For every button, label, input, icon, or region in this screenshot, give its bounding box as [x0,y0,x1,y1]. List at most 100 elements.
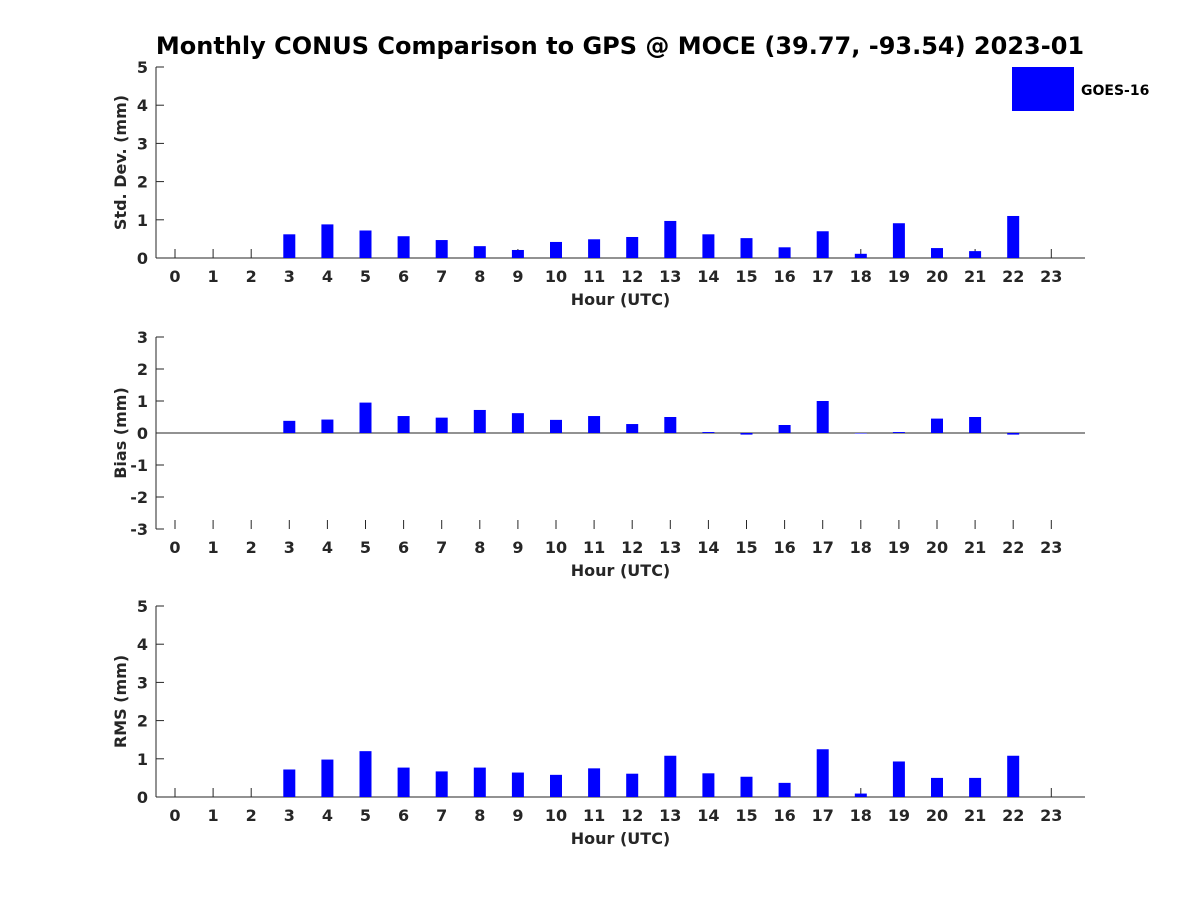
bar [550,774,562,797]
bar [854,793,867,797]
bar [588,239,601,258]
bar [854,433,867,434]
x-tick-label: 1 [208,538,219,557]
x-tick-label: 16 [773,538,795,557]
x-tick-label: 3 [284,806,295,825]
y-tick-label: 2 [137,173,148,192]
bar [892,432,905,433]
bar [664,417,677,433]
y-tick-label: -3 [130,520,148,539]
x-tick-label: 1 [208,806,219,825]
x-tick-label: 4 [322,806,333,825]
bar [283,420,296,433]
x-tick-label: 7 [436,538,447,557]
x-tick-label: 2 [246,267,257,286]
y-tick-label: 5 [137,597,148,616]
bar [397,236,410,258]
y-tick-label: 0 [137,788,148,807]
legend-swatch [1012,67,1074,111]
bar [626,773,639,797]
bar [969,777,982,797]
bar [283,234,296,258]
x-tick-label: 16 [773,806,795,825]
bar [321,759,334,797]
bar [397,416,410,433]
x-tick-label: 2 [246,538,257,557]
bar [626,424,639,433]
x-tick-label: 2 [246,806,257,825]
x-tick-label: 20 [926,538,948,557]
bar [511,772,524,797]
x-tick-label: 9 [512,538,523,557]
x-tick-label: 5 [360,538,371,557]
y-tick-label: 1 [137,750,148,769]
x-tick-label: 22 [1002,267,1024,286]
x-tick-label: 14 [697,267,719,286]
bar [473,409,486,433]
x-tick-label: 1 [208,267,219,286]
x-tick-label: 3 [284,267,295,286]
x-tick-label: 0 [169,538,180,557]
bar [816,749,829,797]
legend-label: GOES-16 [1081,83,1149,99]
bar [931,418,943,433]
x-tick-label: 14 [697,806,719,825]
x-tick-label: 0 [169,806,180,825]
bar [359,230,372,258]
bar [397,767,410,797]
bar [740,238,753,258]
x-tick-label: 18 [850,806,872,825]
bar [321,419,334,433]
x-tick-label: 12 [621,267,643,286]
y-axis-label: Std. Dev. (mm) [111,95,130,230]
x-tick-label: 19 [888,538,910,557]
bar [550,241,562,258]
bar [1007,433,1020,435]
x-tick-label: 19 [888,267,910,286]
x-tick-label: 6 [398,267,409,286]
y-tick-label: 1 [137,392,148,411]
bar [702,773,715,797]
x-tick-label: 21 [964,806,986,825]
bar [778,247,791,258]
x-tick-label: 17 [812,538,834,557]
x-axis-label: Hour (UTC) [571,290,671,309]
y-tick-label: 2 [137,712,148,731]
x-tick-label: 15 [735,806,757,825]
bar [931,777,943,797]
x-tick-label: 15 [735,267,757,286]
x-tick-label: 4 [322,267,333,286]
y-axis-label: Bias (mm) [111,387,130,479]
bar [473,767,486,797]
bar [664,755,677,797]
x-tick-label: 23 [1040,806,1062,825]
x-tick-label: 16 [773,267,795,286]
x-tick-label: 10 [545,267,567,286]
bar [740,776,753,797]
x-tick-label: 13 [659,538,681,557]
x-tick-label: 6 [398,806,409,825]
x-tick-label: 12 [621,806,643,825]
x-tick-label: 0 [169,267,180,286]
x-tick-label: 20 [926,806,948,825]
bar [702,432,715,433]
bar [283,769,296,797]
x-tick-label: 8 [474,806,485,825]
bar [359,751,372,797]
x-tick-label: 18 [850,538,872,557]
x-tick-label: 20 [926,267,948,286]
x-tick-label: 7 [436,267,447,286]
x-axis-label: Hour (UTC) [571,829,671,848]
bar [321,224,334,258]
x-tick-label: 22 [1002,806,1024,825]
y-tick-label: 2 [137,360,148,379]
x-tick-label: 5 [360,267,371,286]
bar [854,253,867,258]
y-tick-label: -2 [130,488,148,507]
bar [626,236,639,258]
x-tick-label: 3 [284,538,295,557]
